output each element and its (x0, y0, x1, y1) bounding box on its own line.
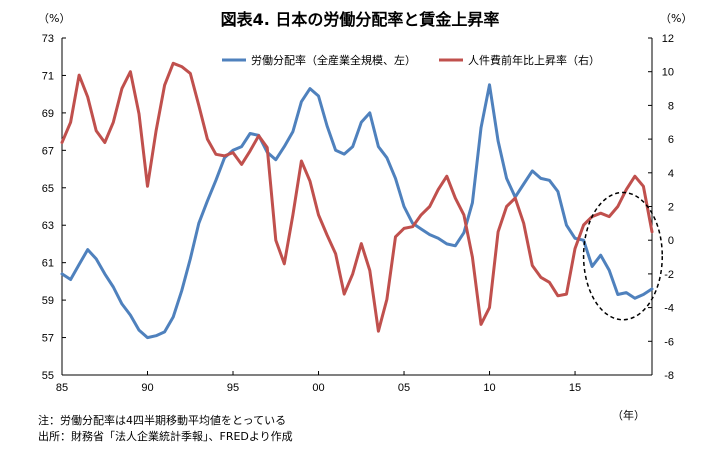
left-axis-unit: （%） (38, 12, 70, 25)
right-axis-unit: （%） (660, 12, 692, 25)
right-tick-label: -2 (664, 269, 674, 281)
x-tick-label: 90 (141, 382, 153, 394)
right-tick-label: -6 (664, 336, 674, 348)
chart-title: 図表4. 日本の労働分配率と賃金上昇率 (221, 10, 500, 29)
left-tick-label: 63 (42, 220, 54, 232)
x-tick-label: 95 (227, 382, 239, 394)
legend-label-labor-share: 労働分配率（全産業全規模、左） (251, 53, 416, 67)
left-tick-label: 65 (42, 183, 54, 195)
left-tick-label: 69 (42, 108, 54, 120)
left-tick-label: 61 (42, 258, 54, 270)
right-tick-label: 8 (668, 100, 674, 112)
right-tick-label: 2 (668, 202, 674, 214)
labor-share-line (60, 83, 654, 340)
note-text: 注：労働分配率は4四半期移動平均値をとっている (38, 413, 286, 427)
right-tick-label: 0 (668, 235, 674, 247)
source-text: 出所：財務省「法人企業統計季報」、FREDより作成 (38, 429, 293, 443)
left-tick-label: 67 (42, 145, 54, 157)
plot-area: 55 57 59 61 63 65 67 69 71 73 -8 -6 -4 -2 0 2 4 6 8 10 12 85 9… (42, 33, 674, 394)
legend-label-wage-growth: 人件費前年比上昇率（右） (468, 53, 600, 67)
wage-growth-line (60, 61, 654, 333)
left-tick-label: 57 (42, 333, 54, 345)
right-tick-label: 4 (668, 168, 674, 180)
x-tick-label: 10 (483, 382, 495, 394)
left-tick-label: 59 (42, 295, 54, 307)
left-tick-label: 71 (42, 70, 54, 82)
left-tick-label: 55 (42, 370, 54, 382)
right-tick-label: 10 (662, 67, 674, 79)
x-tick-label: 05 (398, 382, 410, 394)
legend: 労働分配率（全産業全規模、左） 人件費前年比上昇率（右） (222, 53, 600, 67)
right-tick-label: 12 (662, 33, 674, 45)
right-tick-label: -8 (664, 370, 674, 382)
x-axis-unit: （年） (612, 408, 645, 422)
right-tick-label: -4 (664, 303, 674, 315)
highlight-ellipse (582, 191, 664, 321)
right-tick-label: 6 (668, 134, 674, 146)
x-tick-label: 85 (56, 382, 68, 394)
x-tick-label: 00 (312, 382, 324, 394)
left-tick-label: 73 (42, 33, 54, 45)
x-tick-label: 15 (569, 382, 581, 394)
